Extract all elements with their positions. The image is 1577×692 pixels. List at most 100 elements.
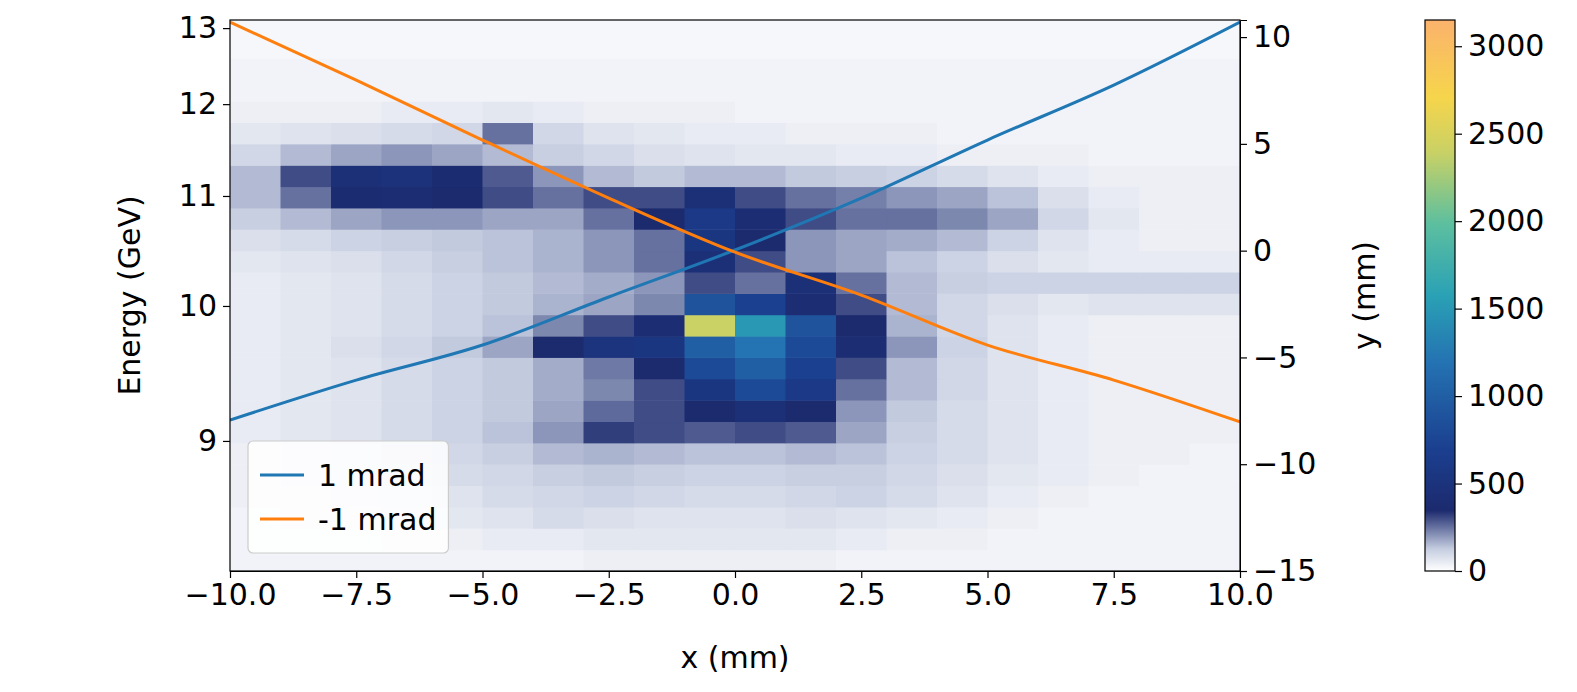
heatmap-cell [988,507,1039,529]
heatmap-cell [230,123,281,145]
heatmap-cell [1190,144,1241,166]
heatmap-cell [786,58,837,80]
heatmap-cell [382,165,433,187]
heatmap-cell [786,422,837,444]
heatmap-cell [1038,229,1089,251]
energy-tick: 11 [179,178,230,213]
heatmap-cell [887,464,938,486]
heatmap-cell [382,208,433,230]
heatmap-cell [382,229,433,251]
heatmap-cell [937,165,988,187]
tick-mark [223,28,230,29]
heatmap-cell [331,37,382,59]
heatmap-cell [483,144,534,166]
heatmap-cell [483,464,534,486]
heatmap-cell [1190,528,1241,550]
heatmap-cell [533,101,584,123]
heatmap-cell [735,58,786,80]
heatmap-cell [1139,165,1190,187]
heatmap-cell [786,80,837,102]
heatmap-cell [634,229,685,251]
heatmap-cell [483,400,534,422]
heatmap-cell [584,379,635,401]
heatmap-cell [382,293,433,315]
heatmap-cell [685,464,736,486]
heatmap-cell [988,357,1039,379]
heatmap-cell [887,528,938,550]
heatmap-cell [836,486,887,508]
heatmap-cell [887,251,938,273]
heatmap-cell [887,336,938,358]
heatmap-cell [735,528,786,550]
heatmap-cell [988,315,1039,337]
heatmap-cell [331,101,382,123]
heatmap-cell [685,357,736,379]
heatmap-cell [786,144,837,166]
heatmap-cell [988,550,1039,571]
heatmap-cell [584,101,635,123]
heatmap-cell [836,507,887,529]
heatmap-cell [786,123,837,145]
heatmap-cell [685,20,736,38]
heatmap-cell [735,336,786,358]
heatmap-cell [634,101,685,123]
y-tick: −5 [1240,340,1297,375]
series-line [230,22,1240,420]
heatmap-cell [937,37,988,59]
heatmap-cell [1038,293,1089,315]
heatmap-cell [1139,315,1190,337]
heatmap-cell [1038,20,1089,38]
heatmap-cell [1190,123,1241,145]
tick-label: 2.5 [838,577,886,612]
tick-mark [1455,46,1462,47]
heatmap-cell [533,422,584,444]
tick-label: −15 [1253,553,1316,588]
y-axis-title: y (mm) [1347,241,1382,350]
heatmap-cell [836,229,887,251]
heatmap-cell [1089,101,1140,123]
heatmap-cell [786,507,837,529]
heatmap-cell [634,464,685,486]
heatmap-cell [887,379,938,401]
heatmap-cell [281,272,332,294]
heatmap-cell [836,336,887,358]
heatmap-cell [432,379,483,401]
heatmap-cell [1190,229,1241,251]
heatmap-cell [735,464,786,486]
heatmap-cell [1190,464,1241,486]
heatmap-cell [432,20,483,38]
heatmap-cell [988,80,1039,102]
heatmap-cell [584,336,635,358]
heatmap-cell [1089,443,1140,465]
heatmap-cell [1190,272,1241,294]
heatmap-cell [1139,251,1190,273]
heatmap-cell [1190,422,1241,444]
heatmap-cell [331,336,382,358]
heatmap-cell [483,229,534,251]
heatmap-cell [483,272,534,294]
heatmap-cell [382,37,433,59]
heatmap-cell [836,20,887,38]
heatmap-cell [634,123,685,145]
heatmap-cell [937,251,988,273]
tick-mark [223,306,230,307]
heatmap-cell [1190,336,1241,358]
heatmap-cell [836,37,887,59]
heatmap-cell [432,144,483,166]
heatmap-cell [533,229,584,251]
heatmap-cell [483,58,534,80]
heatmap-cell [1089,336,1140,358]
heatmap-cell [887,272,938,294]
heatmap-cell [1139,507,1190,529]
heatmap-cell [230,101,281,123]
heatmap-cell [1190,37,1241,59]
tick-label: 0 [1253,233,1272,268]
y-tick: 5 [1240,126,1272,161]
heatmap-cell [483,37,534,59]
heatmap-cell [937,464,988,486]
heatmap-cell [1139,80,1190,102]
heatmap-cell [988,528,1039,550]
x-tick: 0.0 [712,571,760,612]
heatmap-cell [937,336,988,358]
heatmap-cell [836,400,887,422]
